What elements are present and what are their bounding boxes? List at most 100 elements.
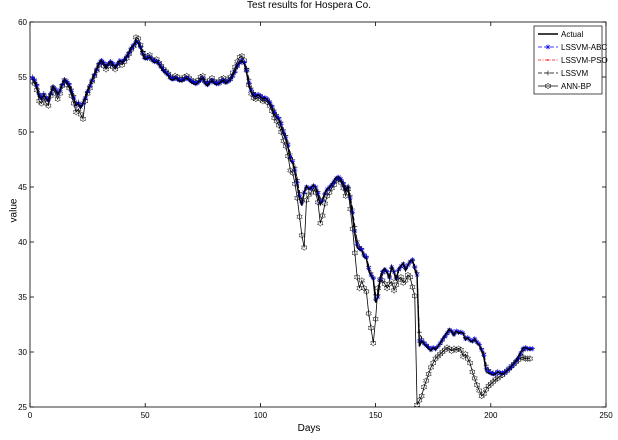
data-point <box>337 179 345 187</box>
y-tick-label: 40 <box>18 238 27 247</box>
data-point <box>478 392 485 400</box>
data-point <box>473 381 481 389</box>
y-tick-label: 35 <box>18 293 27 302</box>
data-point <box>416 396 423 404</box>
x-tick-label: 200 <box>484 411 498 420</box>
x-tick-label: 0 <box>28 411 33 420</box>
data-point <box>372 315 379 323</box>
data-point <box>513 358 520 366</box>
plot-area <box>30 22 606 407</box>
series-line-actual <box>31 39 533 376</box>
data-point <box>367 324 375 332</box>
data-point <box>298 231 305 239</box>
data-point <box>544 82 552 90</box>
data-point <box>271 109 277 115</box>
data-point <box>278 128 285 136</box>
data-point <box>312 189 319 196</box>
data-point <box>54 95 61 103</box>
y-tick-label: 25 <box>18 403 27 412</box>
data-point <box>409 283 416 291</box>
data-point <box>188 78 194 84</box>
data-point <box>257 93 263 99</box>
data-point <box>326 189 333 196</box>
data-point <box>471 374 478 382</box>
data-point <box>268 107 276 115</box>
data-point <box>400 279 407 287</box>
data-point <box>34 83 40 89</box>
data-point <box>123 54 130 62</box>
data-point <box>529 346 535 352</box>
data-point <box>476 341 482 347</box>
data-point <box>432 355 439 363</box>
data-point <box>119 61 126 69</box>
data-point <box>264 96 270 102</box>
data-point <box>457 346 464 354</box>
data-point <box>469 368 476 376</box>
data-point <box>45 102 52 110</box>
data-point <box>418 392 425 400</box>
data-point <box>420 383 428 391</box>
data-point <box>259 97 266 105</box>
y-tick-label: 45 <box>18 183 27 192</box>
data-point <box>386 280 393 288</box>
data-point <box>359 247 365 253</box>
data-point <box>434 352 441 360</box>
axes-box <box>29 21 607 408</box>
data-point <box>547 59 549 61</box>
data-point <box>365 310 372 317</box>
data-point <box>303 196 310 204</box>
data-point <box>545 44 551 50</box>
data-point <box>349 225 356 233</box>
data-point <box>489 378 497 386</box>
data-point <box>276 116 282 122</box>
data-point <box>515 356 522 364</box>
data-point <box>121 58 128 66</box>
data-point <box>413 401 421 407</box>
data-point <box>384 284 391 292</box>
data-point <box>526 355 534 363</box>
data-point <box>248 87 254 93</box>
data-point <box>407 273 414 281</box>
data-point <box>31 80 38 88</box>
y-tick-label: 60 <box>18 18 27 27</box>
data-point <box>388 278 395 286</box>
data-point <box>305 191 312 199</box>
data-point <box>68 92 75 100</box>
data-point <box>89 77 96 85</box>
data-point <box>494 374 501 382</box>
data-point <box>91 72 98 80</box>
y-axis-label: value <box>8 198 20 223</box>
data-point <box>496 372 504 380</box>
data-point <box>545 70 551 76</box>
data-point <box>163 70 169 76</box>
data-point <box>460 352 467 360</box>
data-point <box>79 115 87 123</box>
data-point <box>466 359 474 367</box>
data-point <box>393 281 400 289</box>
y-tick-label: 30 <box>18 348 27 357</box>
data-point <box>296 213 303 221</box>
data-point <box>476 387 483 394</box>
legend-label: LSSVM-ABC <box>561 43 607 52</box>
data-point <box>423 342 429 348</box>
data-point <box>439 348 446 356</box>
data-point <box>319 212 326 220</box>
data-point <box>390 286 398 294</box>
data-point <box>96 61 103 69</box>
legend-label: LSSVM-PSO <box>561 56 608 65</box>
data-point <box>358 277 365 284</box>
data-point <box>370 339 377 347</box>
data-point <box>82 97 89 105</box>
x-tick-label: 250 <box>599 411 613 420</box>
data-point <box>481 352 487 358</box>
data-point <box>524 355 531 363</box>
data-point <box>284 152 292 160</box>
data-point <box>301 244 308 251</box>
data-point <box>485 382 492 390</box>
data-point <box>488 370 494 376</box>
data-point <box>436 350 444 358</box>
data-point <box>186 76 192 82</box>
data-point <box>193 81 199 87</box>
legend-label: LSSVM <box>561 69 588 78</box>
